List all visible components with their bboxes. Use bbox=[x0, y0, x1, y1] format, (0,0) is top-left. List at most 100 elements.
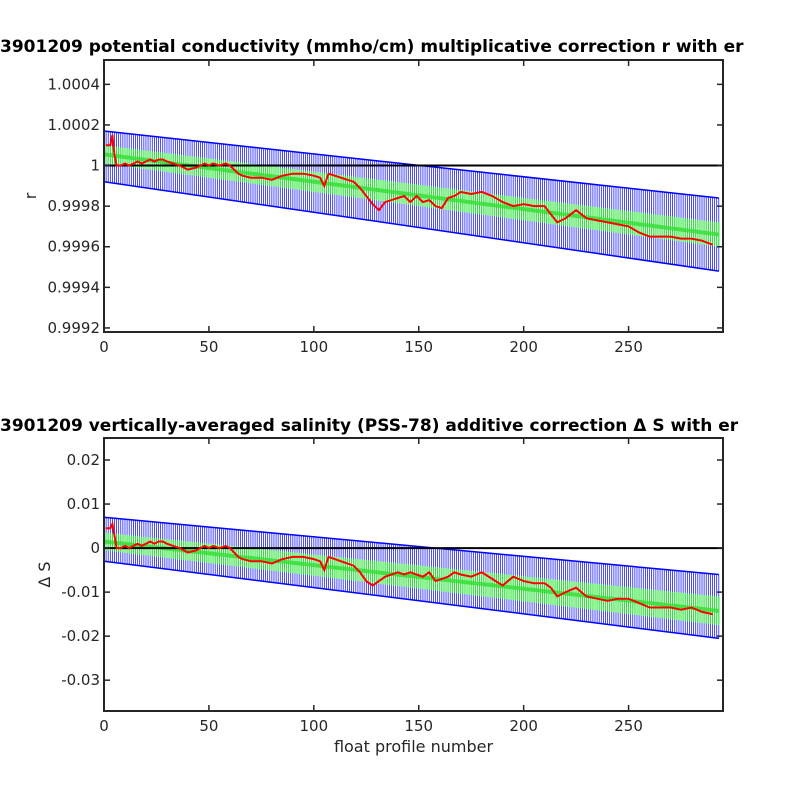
data-point bbox=[422, 576, 424, 578]
data-point bbox=[409, 201, 411, 203]
data-point bbox=[502, 584, 504, 587]
data-point bbox=[195, 166, 197, 169]
data-point bbox=[533, 582, 535, 584]
data-point bbox=[556, 595, 558, 598]
x-tick-label: 250 bbox=[614, 717, 643, 735]
data-point bbox=[313, 558, 315, 560]
data-point bbox=[162, 540, 164, 543]
data-point bbox=[281, 558, 283, 560]
data-point bbox=[172, 162, 174, 165]
data-point bbox=[378, 580, 380, 582]
data-point bbox=[250, 560, 252, 562]
data-point bbox=[113, 154, 116, 157]
data-point bbox=[371, 203, 374, 205]
data-point bbox=[212, 545, 214, 547]
data-point bbox=[132, 545, 134, 547]
data-point bbox=[659, 606, 661, 609]
data-point bbox=[586, 595, 588, 598]
data-point bbox=[365, 580, 367, 582]
data-point bbox=[105, 144, 107, 146]
data-point bbox=[550, 587, 552, 589]
y-tick-label: 0 bbox=[90, 539, 100, 557]
data-point bbox=[166, 543, 168, 545]
data-point bbox=[124, 162, 126, 165]
y-tick-label: 1 bbox=[90, 157, 100, 175]
data-point bbox=[178, 164, 181, 167]
data-point bbox=[659, 235, 661, 238]
data-point bbox=[586, 217, 588, 219]
data-point bbox=[153, 543, 155, 545]
data-point bbox=[403, 573, 405, 576]
data-point bbox=[225, 162, 227, 165]
data-point bbox=[323, 569, 325, 571]
chart-title: 3901209 vertically-averaged salinity (PS… bbox=[0, 416, 739, 436]
salinity-correction-panel: 0 50 100 150 200 250 -0.03 -0.02 -0.01 0 0.01 0.02 3… bbox=[0, 416, 739, 756]
x-tick-label: 200 bbox=[509, 717, 538, 735]
data-point bbox=[237, 556, 239, 558]
data-point bbox=[313, 175, 315, 177]
data-point bbox=[241, 558, 244, 560]
data-point bbox=[434, 205, 437, 207]
data-point bbox=[523, 203, 525, 205]
data-point bbox=[141, 162, 143, 165]
data-point bbox=[556, 221, 558, 223]
y-tick-label: 1.0004 bbox=[48, 75, 101, 93]
data-point bbox=[428, 571, 430, 573]
x-tick-label: 0 bbox=[99, 338, 109, 356]
data-point bbox=[481, 571, 483, 573]
data-point bbox=[397, 197, 399, 199]
data-point bbox=[292, 173, 294, 175]
data-point bbox=[434, 580, 437, 582]
axes-frame bbox=[103, 59, 724, 333]
data-point bbox=[523, 580, 525, 582]
data-point bbox=[447, 197, 449, 199]
data-point bbox=[250, 177, 252, 179]
data-point bbox=[544, 582, 546, 584]
data-point bbox=[359, 571, 361, 573]
x-tick-label: 250 bbox=[614, 338, 643, 356]
data-point bbox=[353, 181, 355, 183]
data-point bbox=[145, 543, 147, 545]
data-point bbox=[172, 545, 174, 547]
data-point bbox=[460, 573, 462, 576]
data-point bbox=[441, 578, 443, 580]
data-point bbox=[195, 549, 197, 551]
data-point bbox=[470, 576, 472, 578]
data-point bbox=[271, 562, 273, 565]
error-upper-envelope bbox=[103, 516, 719, 576]
data-point bbox=[218, 547, 221, 549]
data-point bbox=[113, 535, 116, 537]
data-point bbox=[340, 560, 342, 562]
data-point bbox=[403, 195, 405, 197]
data-point bbox=[132, 162, 134, 165]
data-point bbox=[711, 244, 714, 246]
data-point bbox=[204, 162, 206, 165]
data-point bbox=[153, 160, 155, 163]
data-point bbox=[359, 187, 361, 189]
x-tick-label: 50 bbox=[199, 338, 218, 356]
x-axis-label: float profile number bbox=[334, 737, 494, 756]
data-point bbox=[648, 606, 651, 609]
data-point bbox=[260, 560, 262, 562]
data-point bbox=[120, 164, 122, 167]
x-tick-label: 200 bbox=[509, 338, 538, 356]
data-point bbox=[334, 175, 336, 177]
data-point bbox=[669, 606, 672, 609]
data-point bbox=[340, 177, 342, 179]
data-point bbox=[617, 223, 619, 226]
data-point bbox=[319, 560, 321, 562]
data-point bbox=[302, 173, 304, 175]
y-tick-label: 0.9992 bbox=[48, 319, 101, 337]
data-point bbox=[124, 545, 126, 547]
data-point bbox=[327, 173, 330, 175]
data-point bbox=[365, 195, 367, 197]
x-tick-label: 150 bbox=[404, 338, 433, 356]
error-upper-envelope bbox=[103, 130, 719, 199]
data-point bbox=[128, 164, 130, 167]
y-tick-label: 0.02 bbox=[67, 451, 100, 469]
data-point bbox=[627, 598, 630, 600]
data-point bbox=[136, 160, 139, 163]
data-point bbox=[346, 562, 349, 565]
data-point bbox=[690, 238, 693, 240]
axes-frame bbox=[103, 437, 724, 712]
